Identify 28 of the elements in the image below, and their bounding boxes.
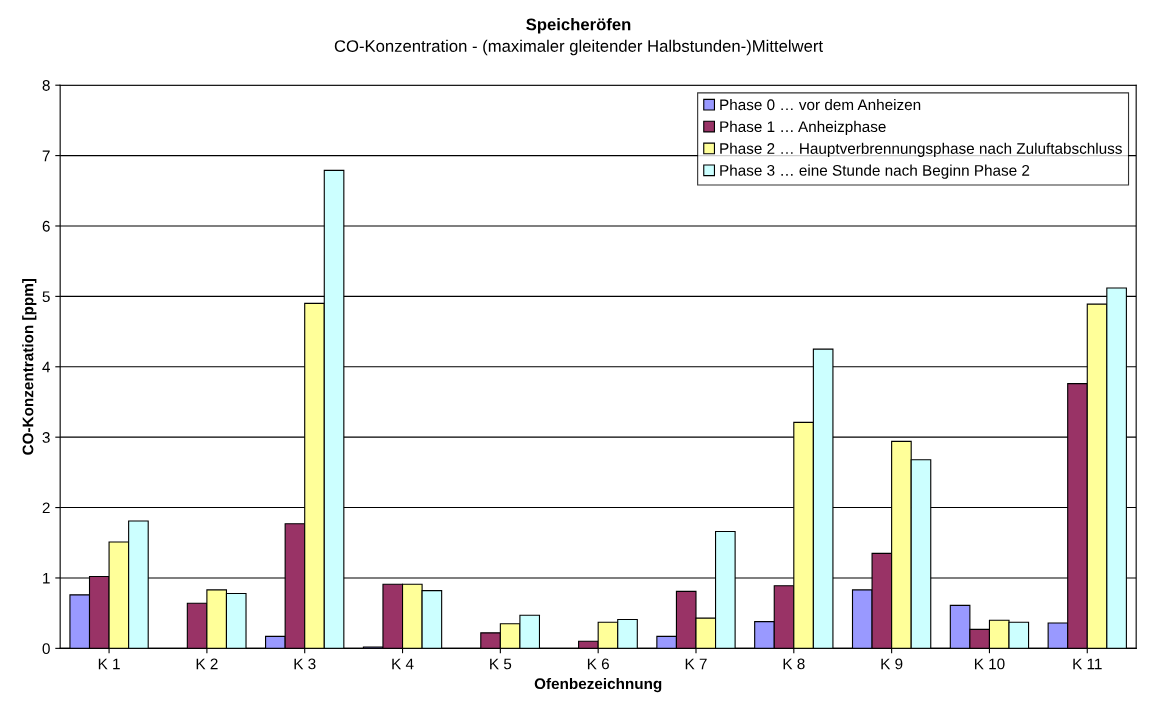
x-tick-label: K 11 bbox=[1073, 658, 1102, 670]
legend-label: Phase 2 … Hauptverbrennungsphase nach Zuluftabschluss bbox=[720, 142, 1122, 157]
legend-label: Phase 1 … Anheizphase bbox=[720, 120, 886, 136]
y-tick-label: 5 bbox=[42, 291, 50, 303]
y-tick-label: 2 bbox=[42, 502, 50, 514]
x-tick-label: K 4 bbox=[392, 658, 414, 670]
y-tick-label: 0 bbox=[42, 643, 50, 655]
x-tick-label: K 9 bbox=[881, 658, 903, 670]
y-tick-label: 4 bbox=[42, 361, 50, 373]
chart-subtitle: CO-Konzentration - (maximaler gleitender Halbstunden-)Mittelwert bbox=[334, 39, 823, 56]
x-tick-label: K 3 bbox=[294, 658, 316, 670]
chart-title: Speicheröfen bbox=[526, 18, 631, 34]
x-axis-title: Ofenbezeichnung bbox=[534, 677, 662, 693]
x-tick-label: K 10 bbox=[974, 658, 1005, 670]
y-tick-label: 8 bbox=[42, 80, 50, 91]
y-tick-label: 7 bbox=[42, 150, 50, 162]
x-tick-label: K 5 bbox=[490, 658, 512, 670]
x-tick-label: K 7 bbox=[685, 658, 707, 670]
x-tick-label: K 6 bbox=[587, 658, 609, 670]
legend-label: Phase 0 … vor dem Anheizen bbox=[720, 98, 921, 111]
x-tick-label: K 1 bbox=[98, 658, 120, 670]
y-tick-label: 1 bbox=[43, 572, 50, 584]
x-tick-label: K 2 bbox=[196, 658, 218, 670]
y-axis-title: CO-Konzentration [ppm] bbox=[22, 278, 37, 455]
x-tick-label: K 8 bbox=[783, 658, 805, 670]
y-tick-label: 6 bbox=[42, 220, 50, 232]
legend-label: Phase 3 … eine Stunde nach Beginn Phase 2 bbox=[720, 164, 1030, 179]
y-tick-label: 3 bbox=[42, 432, 50, 443]
